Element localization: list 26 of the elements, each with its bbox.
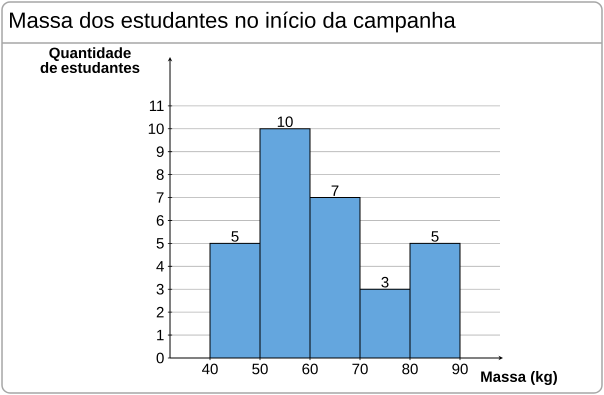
- y-tick-label: 5: [156, 238, 164, 249]
- y-tick-label: 7: [156, 192, 164, 203]
- y-tick-label: 9: [156, 146, 164, 157]
- x-axis-title: Massa (kg): [481, 370, 557, 386]
- y-tick-label: 10: [148, 123, 164, 134]
- x-tick-label: 70: [352, 364, 368, 374]
- x-tick-label: 80: [402, 364, 418, 374]
- data-label: 5: [231, 231, 239, 242]
- data-label: 3: [381, 276, 389, 288]
- x-tick-label: 50: [252, 364, 268, 374]
- y-tick-label: 11: [150, 100, 164, 111]
- y-tick-label: 3: [156, 284, 164, 295]
- y-axis-title: Quantidade de estudantes: [40, 47, 140, 74]
- y-tick-label: 8: [156, 169, 164, 180]
- y-tick-label: 4: [156, 261, 164, 272]
- data-label: 7: [332, 186, 338, 196]
- x-tick-label: 60: [302, 364, 318, 374]
- x-tick-label: 40: [202, 364, 218, 374]
- x-tick-label: 90: [452, 364, 468, 374]
- data-label: 10: [278, 116, 293, 128]
- y-tick-label: 2: [156, 306, 164, 318]
- data-label: 5: [431, 231, 439, 242]
- y-tick-label: 1: [157, 330, 164, 340]
- y-tick-label: 0: [156, 352, 164, 364]
- chart-title: Massa dos estudantes no início da campanha: [10, 12, 456, 32]
- y-tick-label: 6: [156, 215, 164, 226]
